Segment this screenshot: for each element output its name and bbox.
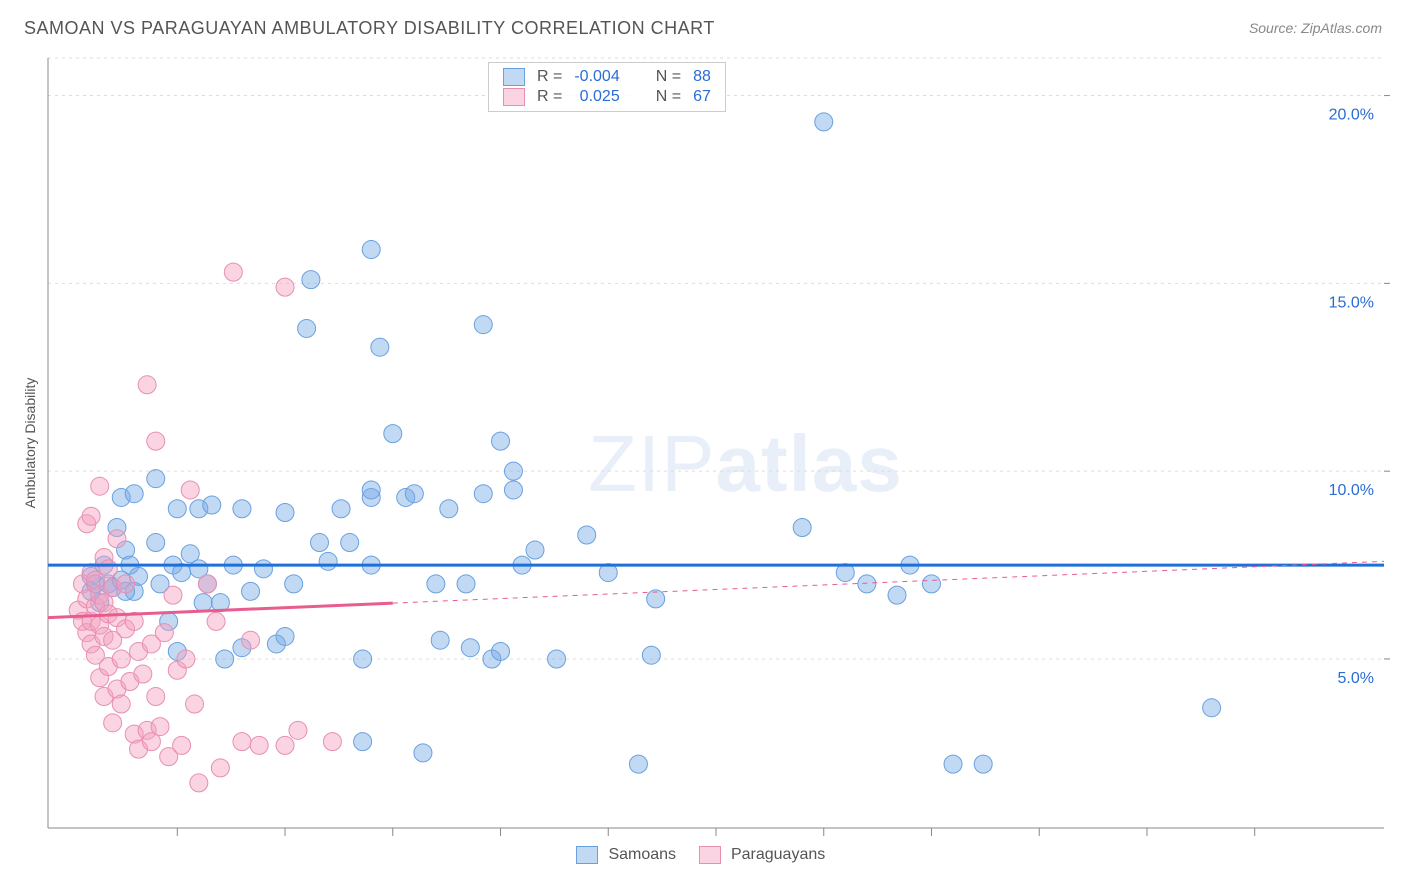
legend-r-value: 0.025: [568, 87, 625, 107]
legend-n-label: N =: [650, 67, 687, 87]
legend-label: Paraguayans: [731, 846, 825, 863]
legend-row: R = -0.004 N = 88: [497, 67, 717, 87]
legend-n-value: 88: [687, 67, 717, 87]
legend-r-label: R =: [531, 67, 568, 87]
legend-r-label: R =: [531, 87, 568, 107]
svg-text:5.0%: 5.0%: [1338, 670, 1374, 687]
legend-swatch-samoans: [576, 846, 598, 864]
correlation-legend: R = -0.004 N = 88 R = 0.025 N = 67: [488, 62, 726, 112]
legend-r-value: -0.004: [568, 67, 625, 87]
chart-source: Source: ZipAtlas.com: [1249, 20, 1382, 36]
svg-text:20.0%: 20.0%: [1329, 107, 1374, 124]
svg-text:10.0%: 10.0%: [1329, 482, 1374, 499]
legend-n-label: N =: [650, 87, 687, 107]
scatter-chart: 5.0% 10.0% 15.0% 20.0%: [48, 58, 1384, 828]
legend-swatch-paraguayans: [699, 846, 721, 864]
legend-n-value: 67: [687, 87, 717, 107]
plot-container: Ambulatory Disability ZIPatlas 5.0%10.0%…: [48, 58, 1384, 828]
legend-label: Samoans: [608, 846, 676, 863]
y-axis-label: Ambulatory Disability: [22, 378, 38, 509]
legend-swatch-samoans: [503, 68, 525, 86]
chart-title: SAMOAN VS PARAGUAYAN AMBULATORY DISABILI…: [24, 18, 715, 39]
legend-swatch-paraguayans: [503, 88, 525, 106]
svg-text:15.0%: 15.0%: [1329, 294, 1374, 311]
series-legend: Samoans Paraguayans: [558, 846, 825, 864]
legend-row: R = 0.025 N = 67: [497, 87, 717, 107]
